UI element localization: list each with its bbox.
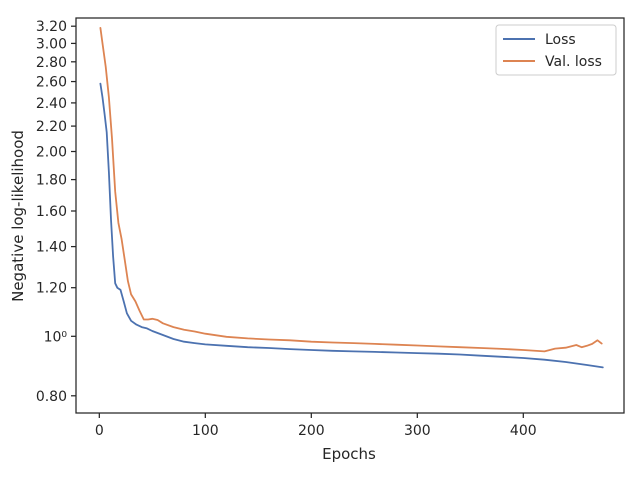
legend: Loss Val. loss [495,24,617,76]
y-tick-label: 1.80 [36,173,67,189]
x-tick-label: 200 [298,423,325,439]
y-tick-label: 10⁰ [44,329,68,345]
y-tick-label: 2.40 [36,96,67,112]
series-layer [99,26,604,369]
y-tick-label: 3.20 [36,19,67,35]
x-tick-label: 100 [192,423,219,439]
legend-label-loss: Loss [545,32,576,48]
plot-area [75,17,625,414]
legend-label-val-loss: Val. loss [545,54,602,70]
y-tick-label: 1.60 [36,204,67,220]
y-tick-label: 1.20 [36,281,67,297]
y-tick-label: 2.20 [36,119,67,135]
y-axis-ticks: 0.80 10⁰ 1.20 1.40 1.60 1.80 2.00 2.20 2.40 2.60 2… [36,19,76,405]
legend-box [495,24,617,76]
x-tick-label: 0 [95,423,104,439]
x-axis-label: Epochs [322,445,376,463]
series-line-loss [99,82,604,369]
y-tick-label: 3.00 [36,36,67,52]
y-tick-label: 2.00 [36,145,67,161]
series-line-val-loss [99,26,603,353]
y-tick-label: 2.80 [36,55,67,71]
y-axis-label: Negative log-likelihood [9,130,27,302]
x-tick-label: 300 [404,423,431,439]
x-tick-label: 400 [510,423,537,439]
y-tick-label: 1.40 [36,240,67,256]
y-tick-label: 2.60 [36,75,67,91]
y-tick-label: 0.80 [36,389,67,405]
x-axis-ticks: 0 100 200 300 400 [95,413,537,439]
